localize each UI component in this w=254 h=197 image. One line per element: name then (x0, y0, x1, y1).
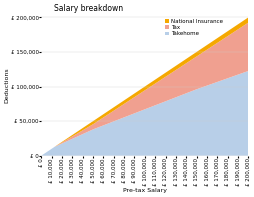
X-axis label: Pre-tax Salary: Pre-tax Salary (122, 188, 166, 193)
Text: Salary breakdown: Salary breakdown (54, 4, 122, 13)
Y-axis label: Deductions: Deductions (4, 67, 9, 103)
Legend: National Insurance, Tax, Takehome: National Insurance, Tax, Takehome (164, 18, 223, 37)
